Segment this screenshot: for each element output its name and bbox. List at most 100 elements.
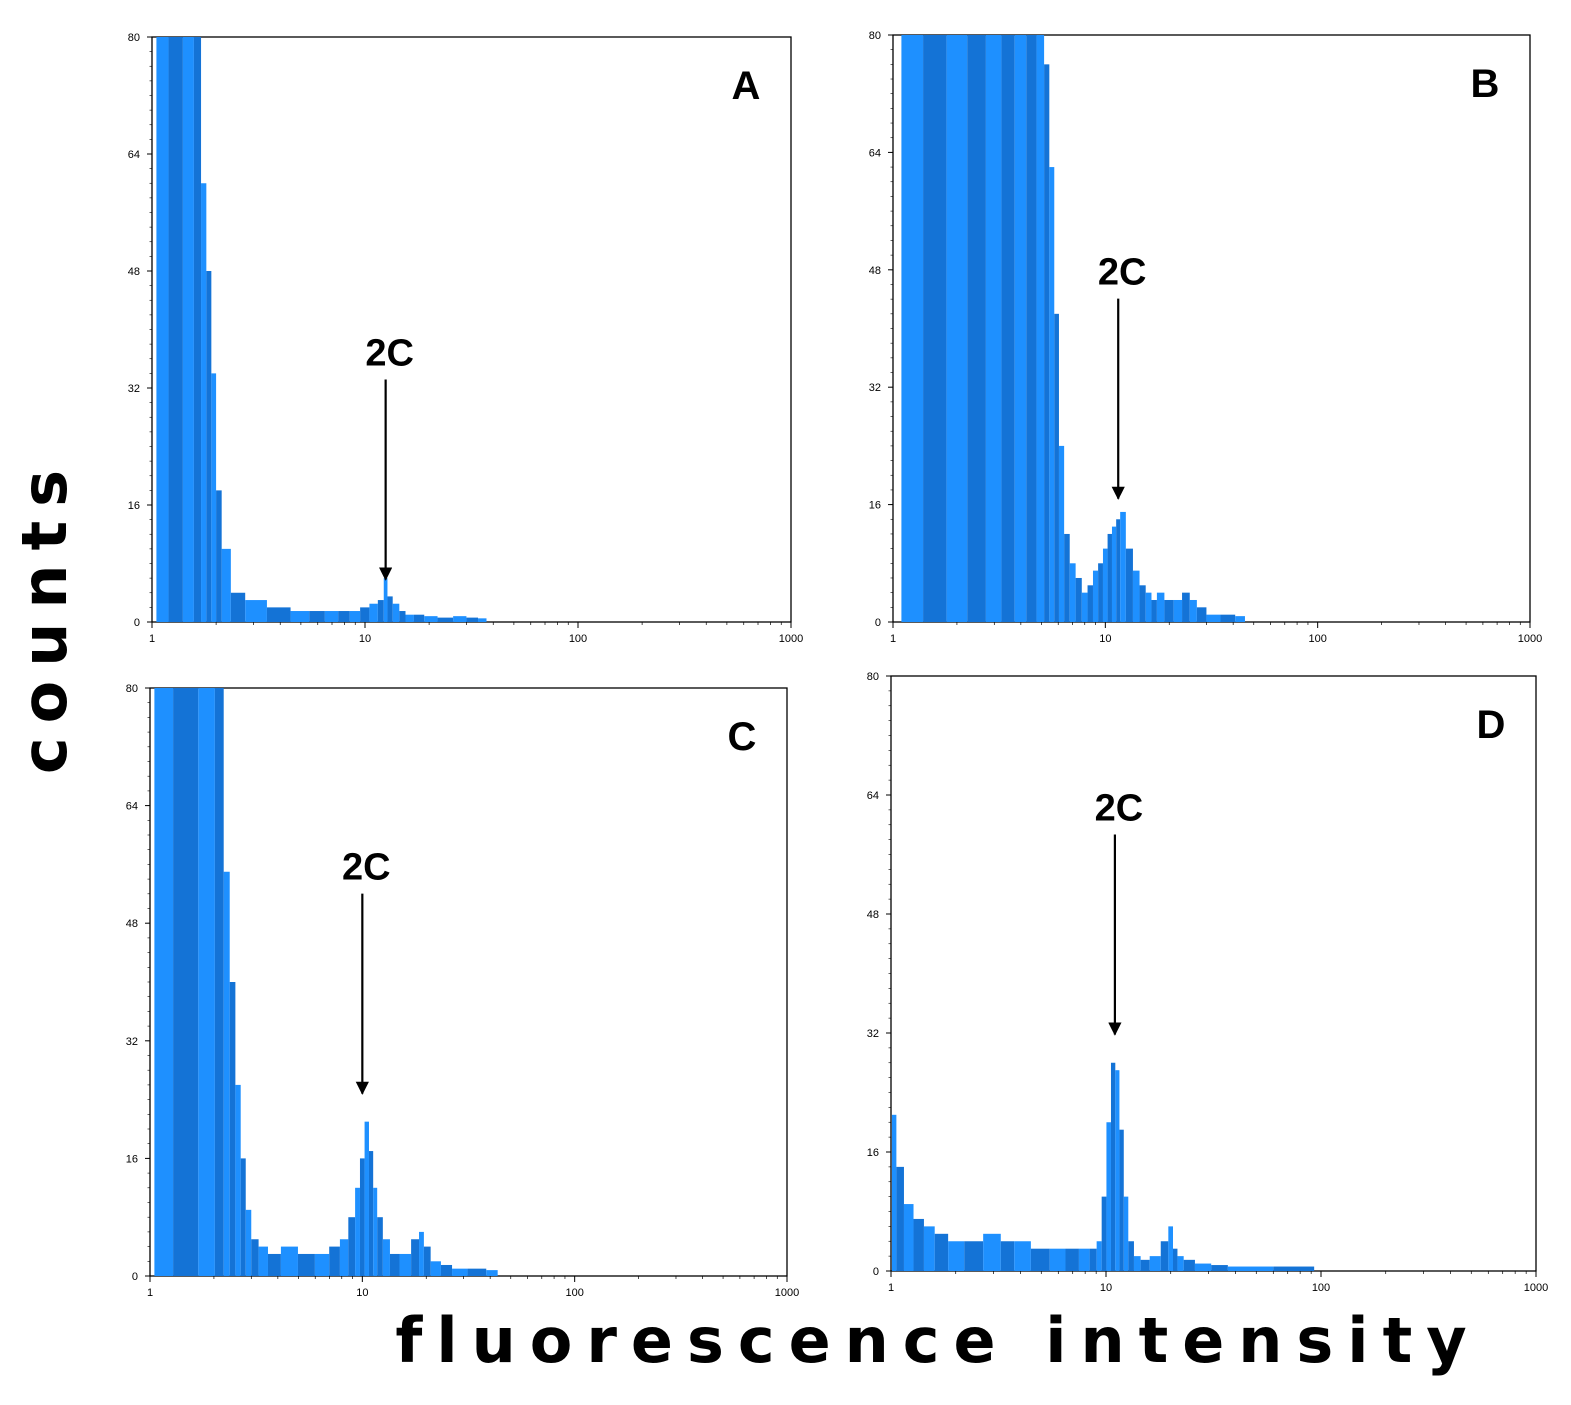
x-tick-label: 10 <box>1100 1282 1112 1294</box>
histogram-bar <box>399 1253 412 1276</box>
histogram-bar <box>258 1246 268 1276</box>
histogram-bar <box>946 35 968 622</box>
histogram-bar <box>452 1268 468 1276</box>
histogram-bar <box>901 35 924 622</box>
y-tick-label: 32 <box>867 1028 879 1040</box>
histogram-bar <box>1106 1122 1111 1271</box>
histogram-bar <box>1030 1248 1050 1271</box>
histogram-bar <box>1123 1196 1129 1271</box>
plot-frame <box>151 36 792 623</box>
histogram-bar <box>1133 1256 1141 1271</box>
histogram-bar <box>156 37 169 622</box>
histogram-bar <box>266 607 291 622</box>
histogram-bar <box>267 1253 281 1276</box>
histogram-bar <box>1065 1248 1079 1271</box>
x-tick-label: 1 <box>147 1287 153 1299</box>
y-axis-title: counts <box>8 456 81 774</box>
y-tick-label: 32 <box>869 382 881 394</box>
histogram-bar <box>392 603 400 622</box>
histogram-bar <box>964 1241 984 1271</box>
histogram-bar <box>360 607 370 622</box>
y-tick-label: 48 <box>128 266 140 278</box>
histogram-bar <box>1183 1259 1195 1271</box>
histogram-bar <box>206 271 212 622</box>
histogram-bar <box>1149 1256 1161 1271</box>
histogram-bar <box>983 1233 1001 1271</box>
histogram-bar <box>290 611 310 622</box>
histogram-bar <box>364 1121 369 1276</box>
histogram-bar <box>377 1217 383 1276</box>
histogram-bar <box>1160 1241 1169 1271</box>
histogram-bar <box>1168 1226 1173 1271</box>
y-tick-label: 16 <box>867 1147 879 1159</box>
x-axis-title: fluorescence intensity <box>395 1304 1480 1377</box>
y-tick-label: 64 <box>869 147 881 159</box>
histogram-bar <box>1139 585 1146 622</box>
histogram-bar <box>377 600 384 622</box>
histogram-bar <box>1102 548 1108 622</box>
histogram-bar <box>478 618 487 622</box>
y-tick-label: 64 <box>126 801 138 813</box>
histogram-bar <box>1189 599 1197 622</box>
histogram-bar <box>405 614 414 622</box>
histogram-bar <box>1096 1241 1102 1271</box>
histogram-bar <box>1092 570 1099 622</box>
histogram-bar <box>467 1268 487 1276</box>
histogram-bar <box>1125 548 1133 622</box>
annotation-label: 2C <box>1095 787 1144 829</box>
histogram-bar <box>903 1204 914 1271</box>
x-tick-label: 10 <box>1099 633 1111 645</box>
histogram-bar <box>193 37 202 622</box>
histogram-bar <box>1173 599 1183 622</box>
histogram-bar <box>297 1253 315 1276</box>
histogram-bar <box>1156 592 1165 622</box>
histogram-bar <box>424 616 438 622</box>
histogram-bar <box>1001 35 1015 622</box>
histogram-bar <box>1164 599 1174 622</box>
annotation-label: 2C <box>342 847 391 889</box>
annotation-label: 2C <box>1098 252 1147 294</box>
histogram-bar <box>349 611 361 622</box>
histogram-bar <box>1227 1266 1274 1271</box>
histogram-bar <box>229 982 236 1276</box>
x-tick-label: 1 <box>149 633 155 645</box>
histogram-bar <box>1132 570 1140 622</box>
histogram-bar <box>967 35 986 622</box>
histogram-bar <box>1000 1241 1015 1271</box>
histogram-bar <box>382 1239 390 1276</box>
panel-c: 0 16 32 48 64 80 1 10 100 1000 C 2C <box>126 683 799 1299</box>
x-tick-label: 1000 <box>775 1287 799 1299</box>
histogram-bar <box>1054 313 1059 622</box>
y-tick-label: 80 <box>128 32 140 44</box>
histogram-bar <box>1194 1263 1212 1271</box>
y-tick-label: 80 <box>867 671 879 683</box>
histogram-bar <box>923 1226 935 1271</box>
histogram-bar <box>216 490 222 622</box>
histogram-bar <box>223 871 230 1276</box>
panel-label: D <box>1477 703 1506 747</box>
histogram-bar <box>1206 614 1221 622</box>
histogram-bar <box>1220 614 1236 622</box>
histogram-bar <box>1107 533 1112 622</box>
histogram-bar <box>1235 616 1245 622</box>
y-tick-label: 32 <box>126 1036 138 1048</box>
histogram-bar <box>913 1218 924 1271</box>
histogram-bar <box>359 1158 365 1276</box>
histogram-bar <box>235 1084 241 1276</box>
histogram-bar <box>1101 1196 1107 1271</box>
panel-label: A <box>732 64 761 108</box>
x-tick-label: 1000 <box>1524 1282 1548 1294</box>
histogram-bar <box>1119 1129 1124 1271</box>
histogram-bars <box>891 1062 1315 1271</box>
y-tick-label: 48 <box>867 909 879 921</box>
histogram-bar <box>419 1231 424 1276</box>
histogram-bar <box>182 37 194 622</box>
histogram-bar <box>280 1246 298 1276</box>
histogram-bar <box>1140 1259 1150 1271</box>
histogram-bar <box>211 373 217 622</box>
x-tick-label: 1 <box>890 633 896 645</box>
histogram-bar <box>1145 592 1152 622</box>
y-tick-label: 80 <box>126 683 138 695</box>
y-tick-label: 32 <box>128 383 140 395</box>
